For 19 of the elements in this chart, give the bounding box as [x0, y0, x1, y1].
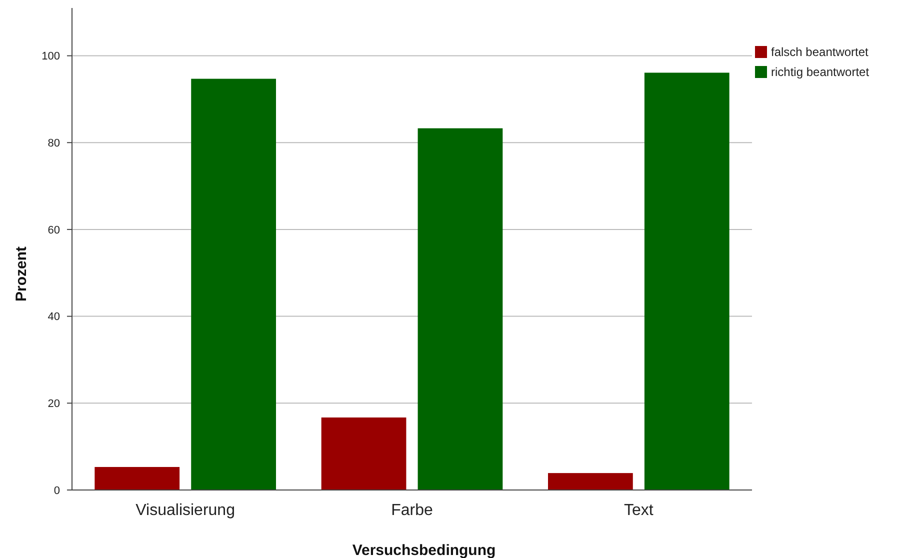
y-tick-label: 80: [48, 137, 60, 150]
x-tick-label: Visualisierung: [136, 502, 235, 519]
x-axis-title: Versuchsbedingung: [352, 542, 496, 558]
x-tick-label: Text: [624, 502, 654, 519]
bar: [191, 78, 276, 490]
legend-label: richtig beantwortet: [771, 65, 870, 79]
bar: [644, 72, 730, 490]
y-tick-label: 20: [48, 398, 60, 410]
legend-label: falsch beantwortet: [771, 45, 870, 59]
bar: [321, 417, 406, 490]
y-tick-label: 100: [42, 50, 60, 63]
y-tick-label: 40: [48, 311, 60, 324]
bar: [548, 473, 633, 490]
y-tick-label: 0: [54, 484, 60, 497]
x-tick-label: Farbe: [391, 502, 433, 519]
y-tick-label: 60: [48, 224, 60, 236]
bar: [418, 128, 503, 490]
y-axis-title: Prozent: [13, 246, 30, 302]
bar: [94, 466, 180, 490]
